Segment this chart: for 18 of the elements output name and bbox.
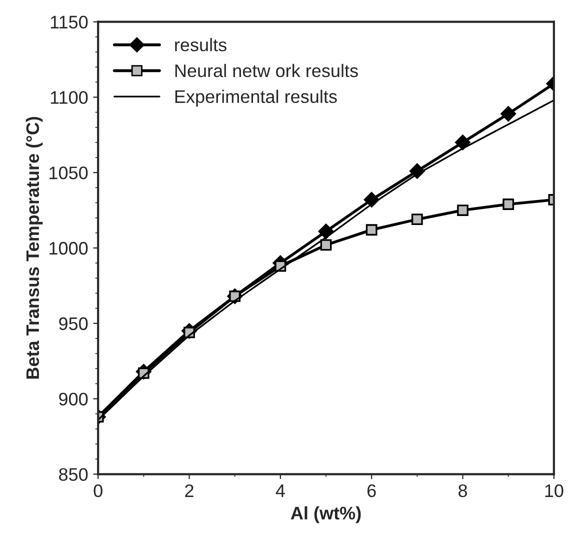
y-tick-label: 950 (59, 317, 88, 330)
y-tick-label: 1000 (50, 242, 88, 255)
legend-label: results (175, 38, 226, 52)
y-tick-label: 1100 (50, 91, 88, 104)
y-tick-label: 900 (59, 392, 88, 406)
x-tick-label: 4 (276, 484, 285, 497)
x-tick-label: 8 (458, 484, 467, 498)
y-tick-label: 1150 (50, 16, 88, 29)
y-axis-title: Beta Transus Temperature (°C) (26, 116, 43, 379)
x-axis-title: Al (wt%) (290, 506, 361, 524)
y-tick-label: 850 (59, 468, 88, 481)
legend-label: Experimental results (175, 90, 337, 107)
x-tick-label: 10 (545, 484, 564, 498)
x-tick-label: 0 (94, 484, 102, 498)
x-tick-label: 2 (185, 484, 194, 497)
x-tick-label: 6 (367, 484, 376, 498)
legend-label: Neural netw ork results (175, 64, 358, 78)
y-tick-label: 1050 (50, 166, 88, 180)
